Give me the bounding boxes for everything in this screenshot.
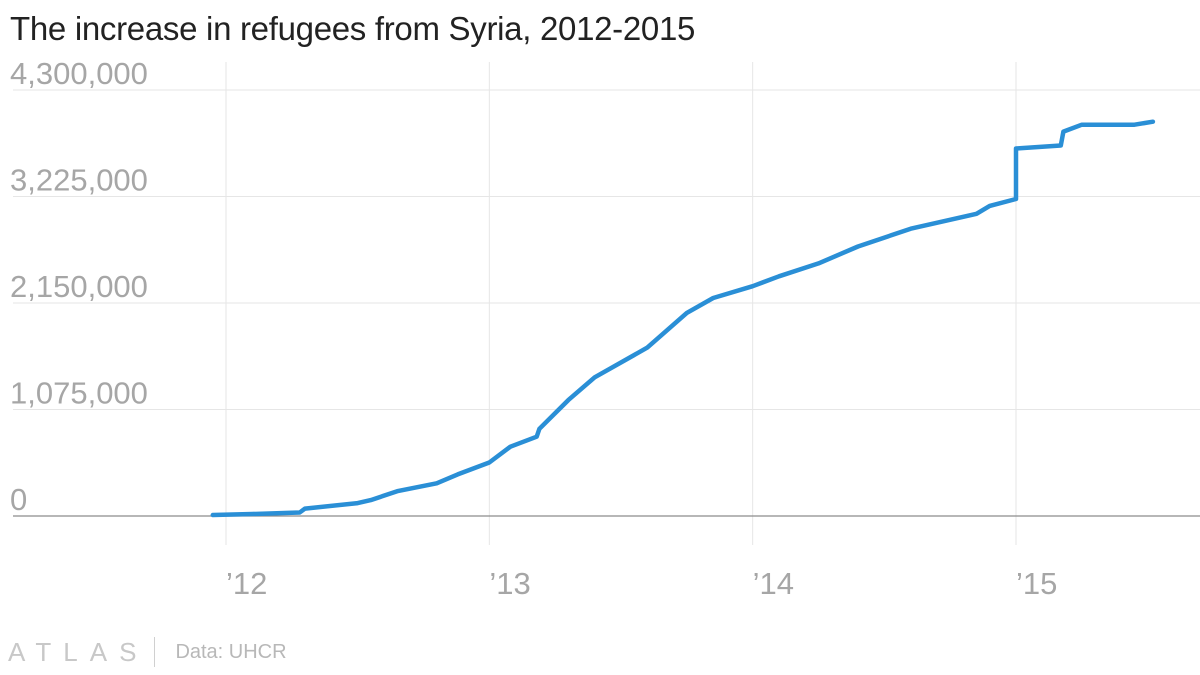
- x-tick-label: ’12: [226, 566, 267, 601]
- x-tick-label: ’14: [753, 566, 794, 601]
- footer: ATLAS Data: UHCR: [8, 634, 287, 670]
- series-group: [210, 119, 1156, 518]
- y-tick-label: 1,075,000: [10, 376, 148, 411]
- chart-title: The increase in refugees from Syria, 201…: [10, 10, 696, 47]
- y-tick-label: 3,225,000: [10, 163, 148, 198]
- footer-divider: [154, 637, 156, 667]
- x-tick-label: ’15: [1016, 566, 1057, 601]
- y-tick-labels: 0 1,075,000 2,150,000 3,225,000 4,300,000: [10, 56, 148, 517]
- x-tick-labels: ’12 ’13 ’14 ’15: [226, 566, 1057, 601]
- x-tick-label: ’13: [489, 566, 530, 601]
- y-gridlines: [13, 89, 1200, 410]
- atlas-logo: ATLAS: [8, 636, 149, 667]
- y-tick-label: 0: [10, 482, 27, 517]
- series-line: [210, 119, 1156, 518]
- y-tick-label: 2,150,000: [10, 269, 148, 304]
- data-source: Data: UHCR: [175, 640, 287, 663]
- y-tick-label: 4,300,000: [10, 56, 148, 91]
